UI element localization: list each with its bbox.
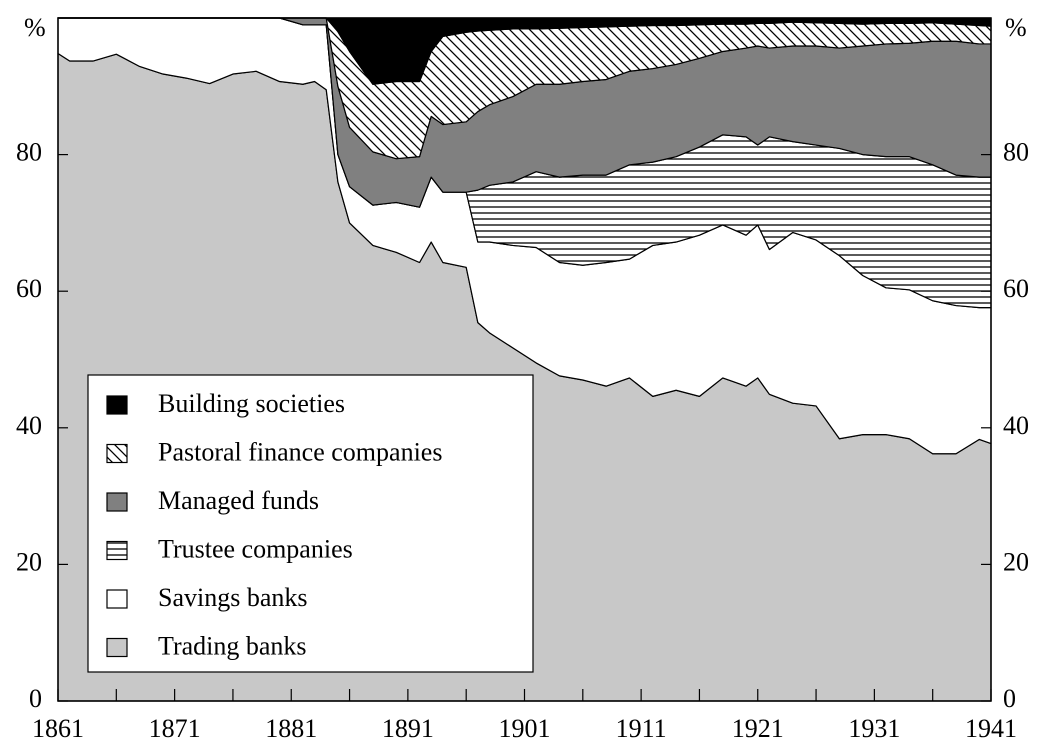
x-tick-label: 1891 (382, 714, 434, 743)
y-axis-label: % (24, 13, 46, 42)
y2-axis-label: % (1005, 13, 1027, 42)
legend-label: Pastoral finance companies (158, 437, 442, 466)
x-tick-label: 1871 (149, 714, 201, 743)
legend: Building societies Pastoral finance compa… (87, 374, 534, 673)
legend-label: Savings banks (158, 583, 308, 612)
y-tick-label: 60 (16, 274, 42, 303)
x-tick-label: 1901 (499, 714, 551, 743)
x-tick-label: 1941 (965, 714, 1017, 743)
y-tick-label: 40 (16, 411, 42, 440)
y2-tick-label: 60 (1003, 274, 1029, 303)
legend-label: Trading banks (158, 631, 307, 660)
x-tick-label: 1861 (32, 714, 84, 743)
x-tick-label: 1921 (732, 714, 784, 743)
legend-box (87, 374, 534, 673)
x-tick-label: 1931 (848, 714, 900, 743)
y2-tick-label: 20 (1003, 547, 1029, 576)
legend-label: Trustee companies (158, 534, 353, 563)
y-tick-label: 20 (16, 547, 42, 576)
x-tick-label: 1911 (616, 714, 667, 743)
legend-swatch (106, 540, 128, 561)
legend-swatch (106, 492, 128, 512)
legend-swatch (106, 443, 128, 464)
legend-swatch (106, 589, 128, 609)
y2-tick-label: 80 (1003, 138, 1029, 167)
y2-tick-label: 40 (1003, 411, 1029, 440)
legend-swatch (106, 637, 128, 658)
x-tick-label: 1881 (265, 714, 317, 743)
legend-swatch (106, 395, 128, 415)
y-tick-label: 0 (29, 684, 42, 713)
legend-label: Managed funds (158, 486, 319, 515)
y-tick-label: 80 (16, 138, 42, 167)
y2-tick-label: 0 (1003, 684, 1016, 713)
legend-label: Building societies (158, 389, 345, 418)
